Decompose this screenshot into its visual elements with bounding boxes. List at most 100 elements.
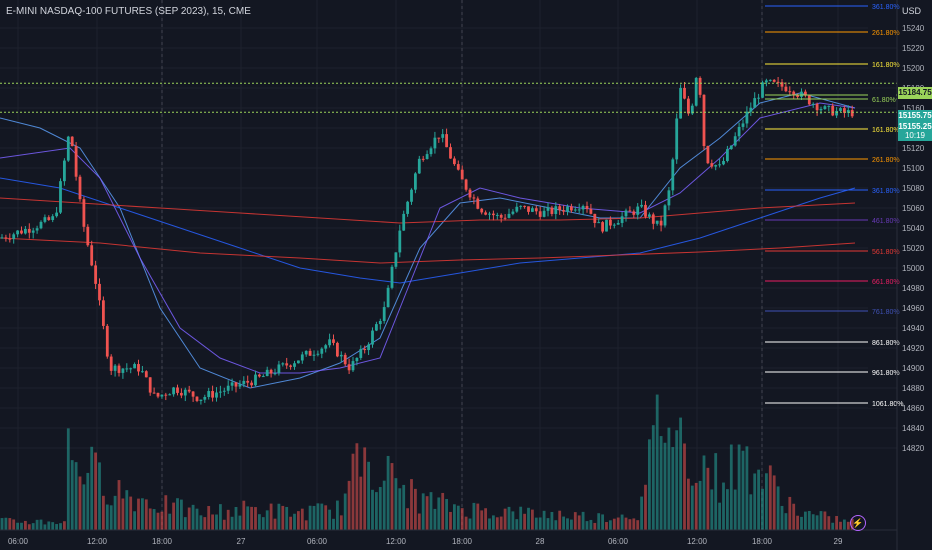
candle-body <box>156 392 160 397</box>
candle-body <box>729 145 733 150</box>
candle-body <box>86 226 90 246</box>
candle-body <box>320 348 324 354</box>
volume-bar <box>690 485 694 530</box>
volume-bar <box>164 495 168 530</box>
volume-bar <box>414 488 417 530</box>
candle-body <box>800 91 803 97</box>
candle-body <box>285 363 289 366</box>
candle-body <box>304 350 308 355</box>
volume-bar <box>109 505 113 530</box>
candle-body <box>445 134 448 148</box>
volume-bar <box>733 489 737 530</box>
candle-body <box>612 224 616 226</box>
candle-body <box>277 364 281 374</box>
candle-body <box>4 237 8 239</box>
volume-bar <box>612 518 616 530</box>
volume-bar <box>792 503 796 530</box>
candle-body <box>421 158 425 160</box>
time-axis[interactable]: 06:00 12:00 18:00 27 06:00 12:00 18:00 28 06:00 1… <box>8 537 843 546</box>
volume-bar <box>43 524 47 530</box>
volume-bar <box>156 512 160 530</box>
volume-bar <box>265 510 269 530</box>
candle-body <box>577 209 581 211</box>
fib-label-bg <box>868 26 896 37</box>
volume-bar <box>534 517 538 530</box>
lightning-icon[interactable]: ⚡ <box>850 515 866 531</box>
fib-level-label: 661.80% <box>872 279 900 286</box>
volume-bar <box>507 506 511 530</box>
time-tick-label: 18:00 <box>152 537 173 546</box>
candle-body <box>507 213 511 218</box>
volume-bar <box>566 518 569 530</box>
fib-level-label: 361.80% <box>872 4 900 11</box>
candle-body <box>152 392 156 394</box>
price-tick-label: 15100 <box>902 164 925 173</box>
candle-body <box>441 134 445 138</box>
candle-body <box>386 287 390 308</box>
volume-bar <box>558 510 562 530</box>
currency-label[interactable]: USD <box>902 6 922 16</box>
volume-bar <box>394 478 398 530</box>
volume-bar <box>246 506 250 530</box>
candle-body <box>745 111 749 124</box>
fib-label-bg <box>868 153 896 164</box>
volume-bar <box>737 444 741 530</box>
volume-bar <box>191 504 195 530</box>
symbol-title[interactable]: E-MINI NASDAQ-100 FUTURES (SEP 2023), 15… <box>6 6 251 17</box>
candle-body <box>702 94 706 147</box>
candle-body <box>343 354 347 365</box>
candle-body <box>694 77 698 106</box>
candle-body <box>254 374 257 386</box>
candle-body <box>468 189 472 198</box>
volume-bar <box>55 524 58 530</box>
candle-body <box>601 222 604 232</box>
volume-bar <box>706 467 710 530</box>
volume-bar <box>316 503 320 530</box>
candle-body <box>39 221 43 229</box>
volume-bar <box>102 495 105 530</box>
volume-bar <box>66 428 70 530</box>
volume-bar <box>542 510 546 530</box>
volume-bar <box>581 511 585 530</box>
candle-body <box>180 392 183 396</box>
candle-body <box>788 91 792 93</box>
candle-body <box>176 387 179 393</box>
candle-body <box>141 371 144 373</box>
volume-bar <box>433 508 437 530</box>
candle-body <box>835 110 838 116</box>
volume-bar <box>585 521 589 530</box>
candle-body <box>573 209 577 211</box>
candle-body <box>300 354 304 361</box>
candle-body <box>261 376 265 378</box>
candle-body <box>581 205 585 210</box>
volume-bar <box>351 453 355 530</box>
fib-level-label: 761.80% <box>872 309 900 316</box>
volume-bar <box>765 473 768 530</box>
candle-body <box>531 208 534 212</box>
candle-body <box>425 154 429 159</box>
volume-bar <box>687 478 690 530</box>
volume-bar <box>24 520 27 530</box>
volume-bar <box>78 476 82 530</box>
volume-bar <box>74 462 78 530</box>
volume-bar <box>741 450 745 530</box>
volume-bar <box>827 516 831 530</box>
candle-body <box>238 384 242 387</box>
fib-level-label: 1061.80% <box>872 401 904 408</box>
candle-body <box>620 216 624 223</box>
volume-bar <box>784 513 788 530</box>
candle-body <box>671 159 675 191</box>
time-tick-label: 06:00 <box>608 537 629 546</box>
volume-bar <box>222 519 226 530</box>
key-level-lines <box>0 82 897 113</box>
candle-body <box>12 234 16 239</box>
fib-label-bg <box>868 245 896 256</box>
candle-body <box>8 238 12 240</box>
candle-body <box>819 109 823 111</box>
volume-bar <box>180 499 183 530</box>
candle-body <box>207 391 211 398</box>
volume-bar <box>281 505 285 530</box>
candle-body <box>324 345 328 349</box>
volume-bar <box>285 506 289 530</box>
